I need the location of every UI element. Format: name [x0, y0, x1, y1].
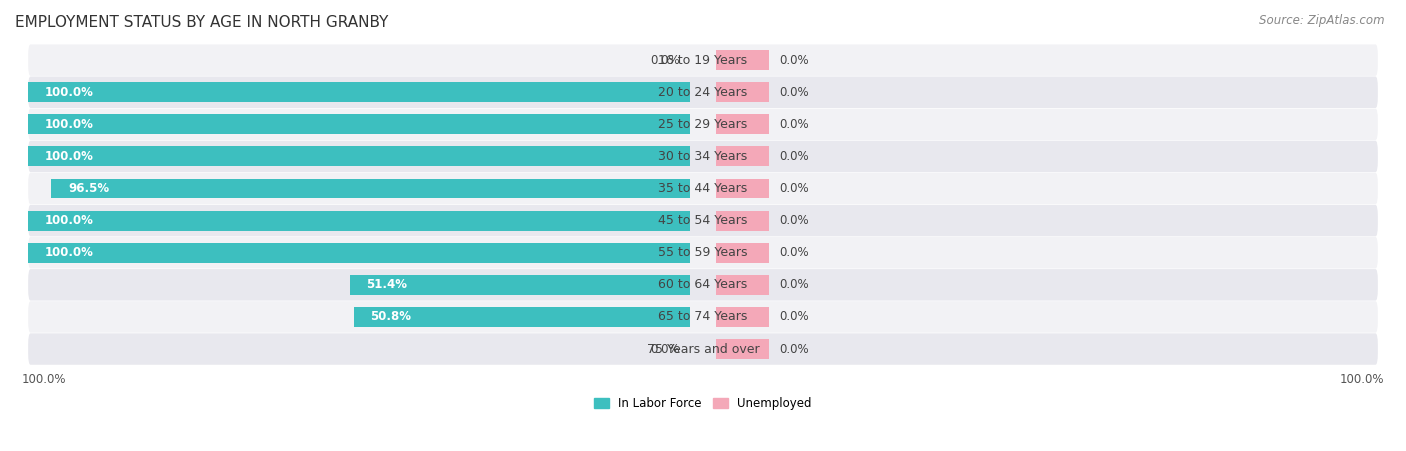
Bar [28, 147, 690, 166]
Text: 0.0%: 0.0% [779, 310, 808, 323]
Text: 75 Years and over: 75 Years and over [647, 343, 759, 355]
Text: 100.0%: 100.0% [21, 373, 66, 386]
Text: 0.0%: 0.0% [779, 182, 808, 195]
Bar [350, 275, 690, 295]
Text: 51.4%: 51.4% [367, 278, 408, 291]
Text: 30 to 34 Years: 30 to 34 Years [658, 150, 748, 163]
Text: 35 to 44 Years: 35 to 44 Years [658, 182, 748, 195]
Text: 100.0%: 100.0% [45, 246, 94, 259]
Text: 100.0%: 100.0% [45, 150, 94, 163]
Text: 0.0%: 0.0% [779, 86, 808, 99]
Bar [28, 82, 690, 102]
Bar [716, 275, 769, 295]
Text: 100.0%: 100.0% [45, 86, 94, 99]
Text: 0.0%: 0.0% [779, 214, 808, 227]
Text: 0.0%: 0.0% [779, 278, 808, 291]
Text: 45 to 54 Years: 45 to 54 Years [658, 214, 748, 227]
FancyBboxPatch shape [28, 44, 1378, 76]
Text: 0.0%: 0.0% [779, 246, 808, 259]
Text: 100.0%: 100.0% [45, 214, 94, 227]
FancyBboxPatch shape [28, 77, 1378, 108]
FancyBboxPatch shape [28, 301, 1378, 333]
Bar [28, 211, 690, 230]
Bar [716, 147, 769, 166]
Text: 60 to 64 Years: 60 to 64 Years [658, 278, 748, 291]
Text: 100.0%: 100.0% [1340, 373, 1385, 386]
Text: EMPLOYMENT STATUS BY AGE IN NORTH GRANBY: EMPLOYMENT STATUS BY AGE IN NORTH GRANBY [15, 15, 388, 30]
Bar [716, 339, 769, 359]
Text: 96.5%: 96.5% [67, 182, 110, 195]
Bar [716, 115, 769, 134]
FancyBboxPatch shape [28, 109, 1378, 140]
Text: 55 to 59 Years: 55 to 59 Years [658, 246, 748, 259]
Bar [716, 82, 769, 102]
Text: 20 to 24 Years: 20 to 24 Years [658, 86, 748, 99]
Bar [354, 307, 690, 327]
Text: 0.0%: 0.0% [650, 54, 681, 67]
Text: 25 to 29 Years: 25 to 29 Years [658, 118, 748, 131]
Text: 16 to 19 Years: 16 to 19 Years [658, 54, 748, 67]
FancyBboxPatch shape [28, 333, 1378, 365]
FancyBboxPatch shape [28, 173, 1378, 204]
Text: 65 to 74 Years: 65 to 74 Years [658, 310, 748, 323]
Bar [716, 211, 769, 230]
Text: 0.0%: 0.0% [779, 118, 808, 131]
Legend: In Labor Force, Unemployed: In Labor Force, Unemployed [589, 392, 817, 415]
Bar [716, 307, 769, 327]
Bar [716, 50, 769, 70]
Text: 0.0%: 0.0% [779, 343, 808, 355]
FancyBboxPatch shape [28, 141, 1378, 172]
Text: 0.0%: 0.0% [650, 343, 681, 355]
Text: Source: ZipAtlas.com: Source: ZipAtlas.com [1260, 14, 1385, 27]
Text: 0.0%: 0.0% [779, 150, 808, 163]
FancyBboxPatch shape [28, 237, 1378, 268]
Bar [52, 179, 690, 198]
Bar [716, 243, 769, 262]
Bar [28, 115, 690, 134]
FancyBboxPatch shape [28, 269, 1378, 300]
Text: 50.8%: 50.8% [370, 310, 411, 323]
Bar [716, 179, 769, 198]
FancyBboxPatch shape [28, 205, 1378, 236]
Text: 0.0%: 0.0% [779, 54, 808, 67]
Text: 100.0%: 100.0% [45, 118, 94, 131]
Bar [28, 243, 690, 262]
